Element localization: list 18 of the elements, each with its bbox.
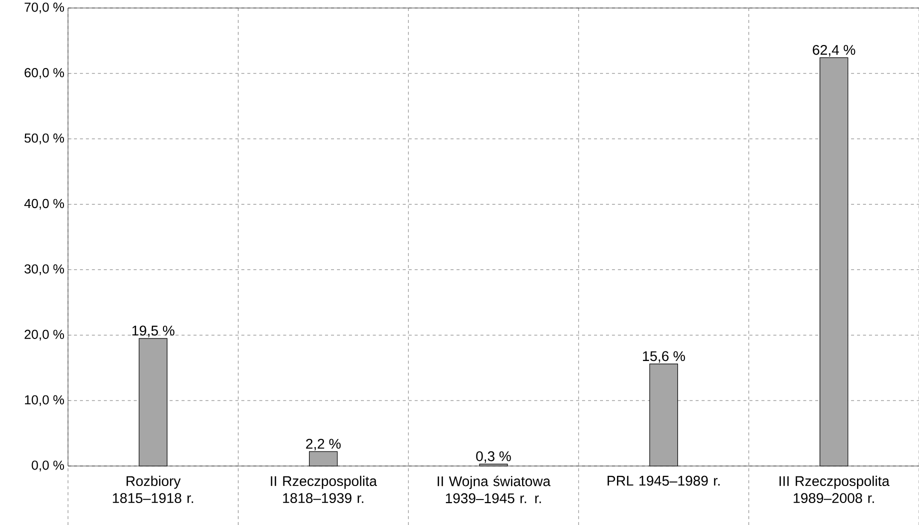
- data-label: 2,2 %: [306, 438, 341, 450]
- data-label: 15,6 %: [642, 351, 685, 363]
- x-tick-label: PRL 1945–1989 r.: [608, 476, 720, 486]
- y-tick-label: 60,0 %: [24, 68, 64, 79]
- y-tick-label: 50,0 %: [24, 133, 64, 144]
- y-tick-label: 70,0 %: [24, 2, 64, 14]
- y-tick-label: 30,0 %: [24, 264, 64, 276]
- y-tick-label: 0,0 %: [32, 460, 64, 472]
- y-tick-label: 40,0 %: [24, 198, 64, 210]
- data-label: 0,3 %: [476, 451, 511, 463]
- data-label: 62,4 %: [812, 44, 856, 57]
- data-label: 19,5 %: [132, 326, 174, 338]
- x-tick-label: II Wojna światowa 1939–1945 r. r.: [438, 476, 551, 504]
- x-tick-label: II Rzeczpospolita 1818–1939 r.: [270, 476, 377, 504]
- y-tick-label: 10,0 %: [24, 395, 64, 406]
- x-tick-label: III Rzeczpospolita 1989–2008 r.: [780, 476, 890, 504]
- y-tick-label: 20,0 %: [24, 330, 64, 341]
- x-tick-label: Rozbiory 1815–1918 r.: [112, 476, 194, 504]
